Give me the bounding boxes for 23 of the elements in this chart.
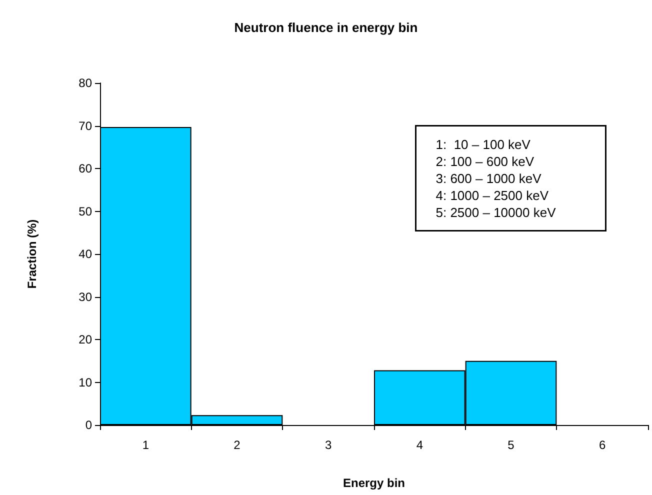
y-tick-label: 0: [85, 418, 92, 432]
x-tick-label: 2: [234, 438, 241, 452]
x-tick-label: 4: [416, 438, 424, 452]
y-tick-label: 40: [78, 247, 92, 261]
x-axis-title: Energy bin: [342, 476, 406, 490]
y-tick-label: 50: [78, 204, 92, 218]
x-tick-label: 1: [142, 438, 150, 452]
chart-title: Neutron fluence in energy bin: [234, 20, 418, 35]
x-tick-label: 3: [324, 438, 332, 452]
y-tick-label: 60: [78, 162, 92, 176]
annotation: 1: 10 – 100 keV: [436, 136, 531, 152]
y-axis-title: Fraction (%): [25, 219, 39, 289]
annotation: 2: 100 – 600 keV: [436, 154, 534, 169]
y-tick-label: 20: [78, 332, 92, 346]
y-tick-label: 80: [78, 76, 92, 90]
annotation: 4: 1000 – 2500 keV: [436, 188, 549, 203]
y-tick-label: 70: [78, 118, 92, 133]
y-tick-label: 10: [78, 375, 92, 390]
x-tick-label: 6: [598, 438, 606, 452]
x-tick-label: 5: [508, 438, 515, 452]
y-tick-label: 30: [78, 290, 92, 304]
annotation: 3: 600 – 1000 keV: [436, 170, 542, 186]
annotation: 5: 2500 – 10000 keV: [436, 204, 556, 220]
